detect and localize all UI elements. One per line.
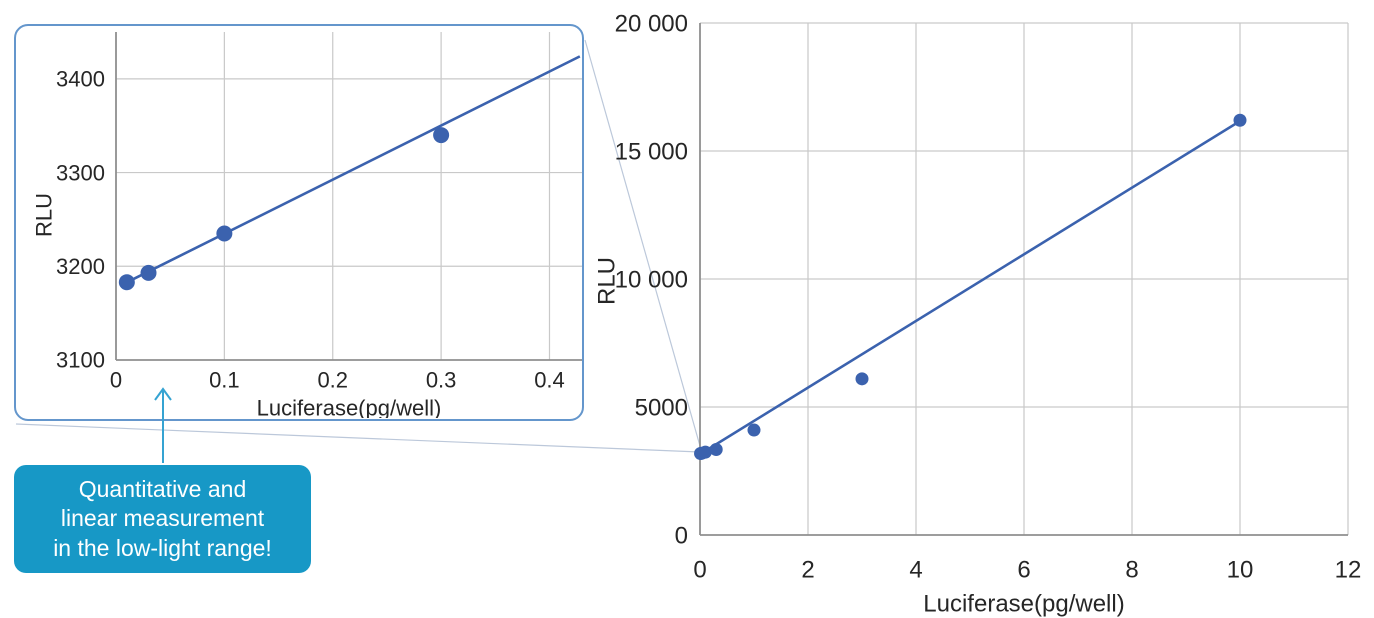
y-tick-label: 3400: [56, 67, 105, 92]
y-tick-label: 15 000: [615, 138, 688, 165]
y-tick-label: 20 000: [615, 10, 688, 37]
data-point: [216, 225, 233, 242]
y-tick-label: 5000: [635, 394, 688, 421]
y-tick-label: 10 000: [615, 266, 688, 293]
data-point: [709, 442, 723, 456]
x-tick-label: 6: [1017, 556, 1030, 583]
data-point: [433, 127, 450, 144]
x-tick-label: 0: [693, 556, 706, 583]
x-tick-label: 0.2: [317, 368, 348, 393]
x-tick-label: 0.1: [209, 368, 240, 393]
data-point: [118, 274, 135, 291]
data-point: [1233, 113, 1247, 127]
x-tick-label: 0.4: [534, 368, 565, 393]
y-axis-title: RLU: [32, 193, 57, 237]
y-axis-title: RLU: [593, 257, 620, 305]
x-axis-title: Luciferase(pg/well): [923, 590, 1124, 617]
callout-text-line: Quantitative and: [78, 475, 247, 502]
callout-text-line: in the low-light range!: [53, 534, 272, 561]
callout-text-line: linear measurement: [60, 505, 265, 532]
zoom-connector-top-line: [584, 39, 701, 447]
y-tick-label: 3200: [56, 254, 105, 279]
y-tick-label: 3100: [56, 348, 105, 373]
data-point: [747, 423, 761, 437]
data-point: [140, 264, 157, 281]
x-tick-label: 2: [801, 556, 814, 583]
x-tick-label: 0: [110, 368, 122, 393]
x-tick-label: 4: [909, 556, 922, 583]
data-point: [855, 372, 869, 386]
trend-line: [707, 116, 1247, 451]
y-tick-label: 3300: [56, 160, 105, 185]
inset-chart-svg: 0 0.1 0.2 0.3 0.4 3100 3200 3300 3400 Luciferase(…: [32, 32, 582, 421]
inset-chart-panel: 0 0.1 0.2 0.3 0.4 3100 3200 3300 3400 Luciferase(…: [14, 24, 584, 421]
inset-chart: 0 0.1 0.2 0.3 0.4 3100 3200 3300 3400 Luciferase(…: [32, 32, 582, 421]
trend-line: [120, 55, 581, 287]
y-tick-label: 0: [675, 522, 688, 549]
data-point: [698, 445, 712, 459]
x-tick-label: 0.3: [426, 368, 457, 393]
x-axis-title: Luciferase(pg/well): [257, 396, 442, 418]
callout-box: Quantitative and linear measurement in t…: [14, 465, 311, 573]
x-tick-label: 12: [1335, 556, 1362, 583]
main-chart: 0 2 4 6 8 10 12 0 5000 10 000 15 000 20 000 Lucifera…: [593, 10, 1361, 617]
x-tick-label: 8: [1125, 556, 1138, 583]
zoom-connector-bottom-line: [15, 423, 701, 453]
x-tick-label: 10: [1227, 556, 1254, 583]
